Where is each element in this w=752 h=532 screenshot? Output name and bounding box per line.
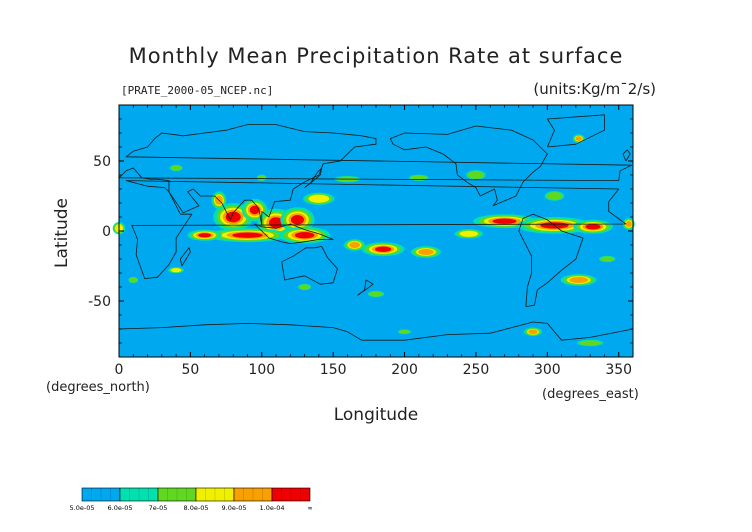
north-america-coastline	[389, 125, 548, 207]
uk-coastline	[622, 149, 631, 162]
africa-coastline	[125, 180, 627, 280]
precip-contour-level-4	[528, 329, 538, 335]
chart-title: Monthly Mean Precipitation Rate at surfa…	[128, 44, 624, 68]
y-tick-label: 0	[102, 224, 111, 240]
y-unit-note: (degrees_north)	[46, 380, 150, 395]
x-axis-label: Longitude	[333, 405, 419, 425]
x-tick-label: 200	[391, 362, 418, 378]
precip-contour-level-3	[459, 230, 479, 237]
precip-contour-level-2	[369, 291, 383, 297]
x-tick-label: 250	[463, 362, 490, 378]
precip-contour-level-4	[418, 248, 434, 256]
file-name: [PRATE_2000-05_NCEP.nc]	[121, 84, 274, 97]
precip-contour-level-2	[299, 284, 310, 290]
colorbar-label: ∞	[307, 504, 312, 512]
precip-contour-level-5	[232, 232, 263, 238]
precip-contour-level-5	[225, 211, 241, 223]
australia-coastline	[281, 245, 338, 285]
colorbar-label: 9.0e-05	[222, 504, 247, 512]
greenland-coastline	[546, 114, 605, 148]
south-america-coastline	[518, 213, 584, 308]
x-tick-label: 50	[181, 362, 199, 378]
precip-contour-level-5	[294, 232, 315, 239]
precip-contour-level-5	[290, 215, 304, 225]
precip-contour-level-2	[579, 340, 601, 346]
antarctica-coastline	[118, 321, 634, 341]
precip-contour-level-4	[625, 220, 632, 228]
eurasia-coastline	[118, 124, 632, 226]
units-label: (units:Kg/m¯2/s)	[533, 80, 656, 98]
x-tick-label: 350	[605, 362, 632, 378]
madagascar-coastline	[179, 247, 191, 267]
precip-contour-level-5	[249, 205, 260, 215]
precip-contour-level-2	[399, 329, 410, 334]
precip-contour-level-2	[129, 277, 138, 283]
colorbar-label: 5.0e-05	[70, 504, 95, 512]
colorbar-label: 8.0e-05	[184, 504, 209, 512]
precip-contour-level-5	[585, 224, 601, 230]
precip-contour-level-5	[198, 233, 212, 238]
x-tick-label: 150	[320, 362, 347, 378]
precip-contour-level-4	[349, 241, 361, 249]
precip-contour-level-2	[257, 175, 266, 181]
precip-contour-level-5	[375, 246, 392, 252]
precip-contour-level-4	[569, 276, 589, 284]
precip-contour-level-2	[467, 171, 485, 179]
new-zealand-coastline	[357, 279, 374, 296]
precip-contour-level-2	[546, 192, 563, 200]
x-tick-label: 0	[115, 362, 124, 378]
y-tick-label: 50	[93, 154, 111, 170]
colorbar-swatch	[271, 487, 311, 502]
x-tick-label: 300	[534, 362, 561, 378]
x-unit-note: (degrees_east)	[542, 387, 639, 402]
indonesia-coastline	[254, 223, 334, 245]
y-tick-label: -50	[88, 294, 111, 310]
precip-contour-level-4	[575, 136, 582, 141]
precip-contour-level-5	[492, 218, 517, 224]
x-tick-label: 100	[248, 362, 275, 378]
colorbar-label: 7e-05	[149, 504, 168, 512]
precip-contour-level-3	[308, 194, 330, 203]
precip-contour-level-3	[170, 268, 182, 273]
colorbar-label: 1.0e-04	[260, 504, 285, 512]
precip-contour-level-2	[600, 256, 615, 262]
japan-coastline	[304, 167, 323, 188]
colorbar-label: 6.0e-05	[108, 504, 133, 512]
precip-contour-level-2	[170, 165, 182, 171]
